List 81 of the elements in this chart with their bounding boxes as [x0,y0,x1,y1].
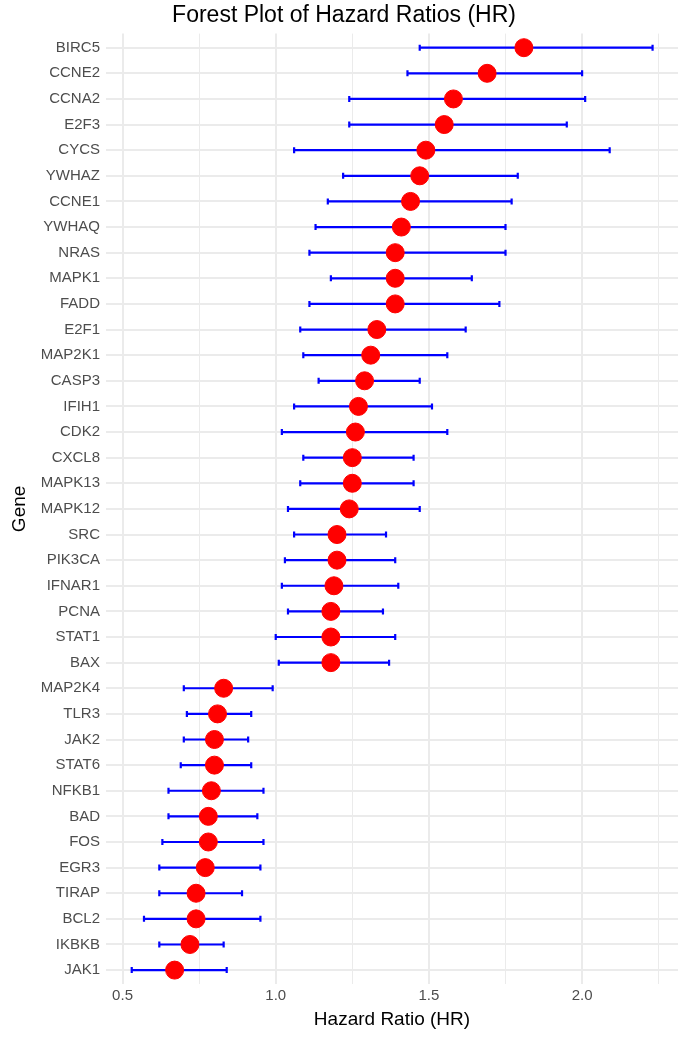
y-tick-label: MAP2K1 [40,345,100,363]
y-tick-label: E2F3 [64,114,100,132]
x-tick-label: 0.5 [112,986,133,1004]
point [321,601,341,621]
y-tick-label: EGR3 [59,857,100,875]
point [198,832,218,852]
point [186,883,206,903]
y-tick-label: E2F1 [64,319,100,337]
y-tick-label: NFKB1 [51,780,100,798]
point [410,166,430,186]
point [198,806,218,826]
point [201,781,221,801]
point [443,89,463,109]
y-tick-label: YWHAZ [45,165,100,183]
y-tick-label: CCNE1 [49,191,100,209]
point [321,653,341,673]
x-tick-label: 1.5 [418,986,440,1004]
point [327,550,347,570]
point [361,345,381,365]
point [208,704,228,724]
point [204,755,224,775]
y-tick-label: NRAS [58,242,100,260]
point [348,396,368,416]
point [434,115,454,135]
point [385,243,405,263]
point [321,627,341,647]
y-tick-label: IKBKB [55,934,100,952]
y-axis-title: Gene [7,485,29,533]
y-tick-label: TIRAP [55,883,100,901]
y-tick-label: MAPK13 [40,473,100,491]
point [416,140,436,160]
y-tick-label: CASP3 [50,370,100,388]
point [401,191,421,211]
point [385,268,405,288]
y-tick-label: MAPK12 [40,499,100,517]
y-tick-label: BCL2 [62,909,100,926]
point [327,525,347,545]
point [195,858,215,878]
point [342,473,362,493]
y-tick-label: CCNA2 [49,89,100,107]
point [214,678,234,698]
point [345,422,365,442]
y-tick-label: FADD [59,294,101,312]
y-tick-label: JAK2 [64,729,100,747]
point [477,63,497,83]
point [204,730,224,749]
point [367,320,387,340]
point [342,448,362,468]
y-tick-label: BAX [69,652,100,670]
y-tick-label: PCNA [58,601,100,619]
y-tick-label: CCNE2 [49,63,100,81]
y-tick-label: IFIH1 [63,396,100,414]
y-tick-label: YWHAQ [43,217,100,235]
y-tick-label: STAT6 [55,755,100,773]
y-tick-label: CXCL8 [51,447,100,465]
y-tick-label: BIRC5 [55,37,100,55]
y-tick-label: SRC [68,524,101,542]
point [180,934,200,954]
y-tick-label: STAT1 [55,627,100,645]
y-tick-label: PIK3CA [46,550,100,568]
y-tick-label: MAPK1 [49,268,100,286]
y-tick-label: FOS [69,832,100,850]
y-tick-label: MAP2K4 [40,678,100,696]
point [391,217,411,237]
y-tick-label: TLR3 [63,704,100,722]
point [385,294,405,314]
point [339,499,359,519]
point [186,909,206,929]
y-tick-label: IFNAR1 [46,575,100,593]
point [324,576,344,596]
y-tick-label: BAD [69,806,101,824]
x-tick-label: 2.0 [571,986,593,1004]
point [165,960,185,980]
x-axis-title: Hazard Ratio (HR) [313,1007,471,1029]
point [514,38,534,58]
point [355,371,375,391]
y-tick-label: CDK2 [59,422,100,440]
x-tick-label: 1.0 [265,986,287,1004]
y-tick-label: JAK1 [64,960,100,978]
chart-title: Forest Plot of Hazard Ratios (HR) [172,1,516,28]
y-tick-label: CYCS [58,140,100,158]
